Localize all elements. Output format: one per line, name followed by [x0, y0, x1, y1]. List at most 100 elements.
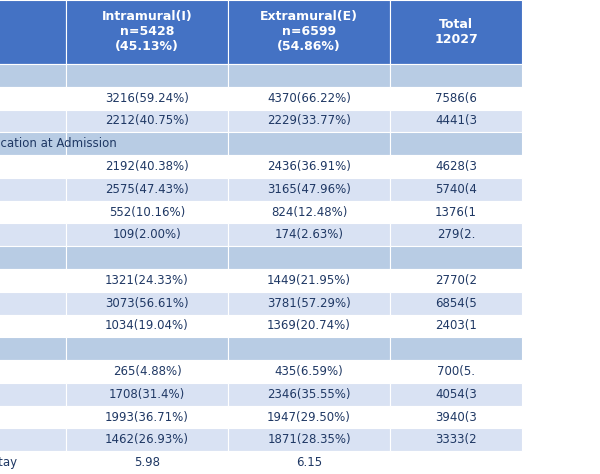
FancyBboxPatch shape [228, 451, 390, 474]
Text: Intramural(I)
n=5428
(45.13%): Intramural(I) n=5428 (45.13%) [101, 10, 193, 54]
FancyBboxPatch shape [66, 360, 228, 383]
Text: 1034(19.04%): 1034(19.04%) [105, 319, 189, 332]
Text: 2192(40.38%): 2192(40.38%) [105, 160, 189, 173]
FancyBboxPatch shape [66, 451, 228, 474]
FancyBboxPatch shape [0, 132, 66, 155]
Text: 6.15: 6.15 [296, 456, 322, 469]
Text: 552(10.16%): 552(10.16%) [109, 206, 185, 219]
Text: Total
12027: Total 12027 [434, 18, 478, 46]
FancyBboxPatch shape [0, 64, 66, 87]
FancyBboxPatch shape [228, 109, 390, 132]
FancyBboxPatch shape [66, 178, 228, 201]
FancyBboxPatch shape [390, 132, 522, 155]
FancyBboxPatch shape [66, 246, 228, 269]
FancyBboxPatch shape [66, 155, 228, 178]
Text: 174(2.63%): 174(2.63%) [275, 228, 343, 241]
FancyBboxPatch shape [228, 64, 390, 87]
Text: 3781(57.29%): 3781(57.29%) [267, 297, 351, 310]
FancyBboxPatch shape [0, 383, 66, 406]
FancyBboxPatch shape [0, 292, 66, 315]
FancyBboxPatch shape [390, 201, 522, 223]
FancyBboxPatch shape [228, 383, 390, 406]
FancyBboxPatch shape [390, 360, 522, 383]
FancyBboxPatch shape [390, 406, 522, 428]
FancyBboxPatch shape [228, 132, 390, 155]
Text: 2403(1: 2403(1 [435, 319, 477, 332]
FancyBboxPatch shape [0, 406, 66, 428]
Text: 265(4.88%): 265(4.88%) [113, 365, 181, 378]
FancyBboxPatch shape [390, 246, 522, 269]
Text: 279(2.: 279(2. [437, 228, 475, 241]
FancyBboxPatch shape [66, 64, 228, 87]
FancyBboxPatch shape [0, 315, 66, 337]
Text: Extramural(E)
n=6599
(54.86%): Extramural(E) n=6599 (54.86%) [260, 10, 358, 54]
FancyBboxPatch shape [228, 0, 390, 64]
FancyBboxPatch shape [66, 315, 228, 337]
Text: fication at Admission: fication at Admission [0, 137, 116, 150]
FancyBboxPatch shape [228, 269, 390, 292]
Text: 4370(66.22%): 4370(66.22%) [267, 91, 351, 105]
FancyBboxPatch shape [390, 292, 522, 315]
FancyBboxPatch shape [0, 223, 66, 246]
Text: 4441(3: 4441(3 [435, 114, 477, 128]
FancyBboxPatch shape [390, 337, 522, 360]
FancyBboxPatch shape [228, 246, 390, 269]
FancyBboxPatch shape [66, 87, 228, 109]
FancyBboxPatch shape [66, 132, 228, 155]
FancyBboxPatch shape [0, 337, 66, 360]
Text: 2436(36.91%): 2436(36.91%) [267, 160, 351, 173]
FancyBboxPatch shape [0, 246, 66, 269]
FancyBboxPatch shape [0, 201, 66, 223]
Text: 3216(59.24%): 3216(59.24%) [105, 91, 189, 105]
FancyBboxPatch shape [66, 337, 228, 360]
Text: 2212(40.75%): 2212(40.75%) [105, 114, 189, 128]
Text: 4628(3: 4628(3 [435, 160, 477, 173]
FancyBboxPatch shape [390, 223, 522, 246]
Text: stay: stay [0, 456, 18, 469]
FancyBboxPatch shape [228, 406, 390, 428]
Text: 6854(5: 6854(5 [435, 297, 477, 310]
Text: 700(5.: 700(5. [437, 365, 475, 378]
Text: 1376(1: 1376(1 [435, 206, 477, 219]
FancyBboxPatch shape [0, 87, 66, 109]
Text: 2575(47.43%): 2575(47.43%) [105, 183, 189, 196]
FancyBboxPatch shape [66, 406, 228, 428]
FancyBboxPatch shape [66, 0, 228, 64]
FancyBboxPatch shape [228, 223, 390, 246]
FancyBboxPatch shape [228, 337, 390, 360]
Text: 3165(47.96%): 3165(47.96%) [267, 183, 351, 196]
FancyBboxPatch shape [390, 269, 522, 292]
FancyBboxPatch shape [228, 292, 390, 315]
FancyBboxPatch shape [390, 64, 522, 87]
Text: 1708(31.4%): 1708(31.4%) [109, 388, 185, 401]
FancyBboxPatch shape [66, 223, 228, 246]
FancyBboxPatch shape [228, 201, 390, 223]
Text: 1449(21.95%): 1449(21.95%) [267, 274, 351, 287]
FancyBboxPatch shape [0, 451, 66, 474]
Text: 1321(24.33%): 1321(24.33%) [105, 274, 189, 287]
FancyBboxPatch shape [0, 269, 66, 292]
FancyBboxPatch shape [228, 178, 390, 201]
Text: 4054(3: 4054(3 [435, 388, 477, 401]
FancyBboxPatch shape [0, 428, 66, 451]
FancyBboxPatch shape [390, 87, 522, 109]
Text: 5740(4: 5740(4 [435, 183, 477, 196]
Text: 3073(56.61%): 3073(56.61%) [105, 297, 189, 310]
Text: 2770(2: 2770(2 [435, 274, 477, 287]
FancyBboxPatch shape [390, 155, 522, 178]
FancyBboxPatch shape [66, 109, 228, 132]
FancyBboxPatch shape [228, 428, 390, 451]
Text: 7586(6: 7586(6 [435, 91, 477, 105]
FancyBboxPatch shape [0, 109, 66, 132]
Text: 109(2.00%): 109(2.00%) [113, 228, 181, 241]
FancyBboxPatch shape [390, 0, 522, 64]
FancyBboxPatch shape [390, 428, 522, 451]
FancyBboxPatch shape [66, 201, 228, 223]
FancyBboxPatch shape [390, 451, 522, 474]
FancyBboxPatch shape [228, 87, 390, 109]
FancyBboxPatch shape [0, 178, 66, 201]
FancyBboxPatch shape [228, 315, 390, 337]
Text: 3333(2: 3333(2 [435, 433, 477, 447]
Text: 3940(3: 3940(3 [435, 410, 477, 424]
FancyBboxPatch shape [0, 0, 66, 64]
